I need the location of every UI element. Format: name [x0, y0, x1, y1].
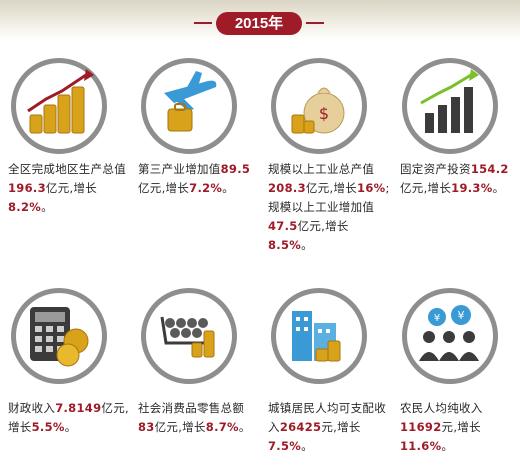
airplane-luggage-icon	[141, 58, 237, 154]
svg-text:¥: ¥	[458, 309, 465, 322]
stat-text-tertiary: 第三产业增加值89.5亿元,增长7.2%。	[138, 162, 251, 195]
shopping-cart-icon	[141, 288, 237, 384]
year-badge: 2015年	[194, 12, 324, 35]
svg-text:¥: ¥	[434, 313, 440, 324]
stat-text-industry: 规模以上工业总产值208.3亿元,增长16%;规模以上工业增加值47.5亿元,增…	[268, 162, 390, 252]
stat-text-revenue: 财政收入7.8149亿元,增长5.5%。	[8, 401, 129, 434]
people-money-icon: ¥ ¥	[402, 288, 498, 384]
coins-growth-icon	[11, 58, 107, 154]
stat-text-rural-income: 农民人均纯收入11692元,增长11.6%。	[400, 401, 483, 453]
stat-text-retail: 社会消费品零售总额83亿元,增长8.7%。	[138, 401, 251, 434]
stat-text-urban-income: 城镇居民人均可支配收入26425元,增长7.5%。	[268, 401, 386, 453]
svg-text:$: $	[319, 104, 329, 123]
bar-growth-icon	[402, 58, 498, 154]
stat-text-gdp: 全区完成地区生产总值196.3亿元,增长8.2%。	[8, 162, 126, 214]
city-building-icon	[271, 288, 367, 384]
money-bag-icon: $	[271, 58, 367, 154]
stat-text-investment: 固定资产投资154.2亿元,增长19.3%。	[400, 162, 509, 195]
calculator-coins-icon	[11, 288, 107, 384]
